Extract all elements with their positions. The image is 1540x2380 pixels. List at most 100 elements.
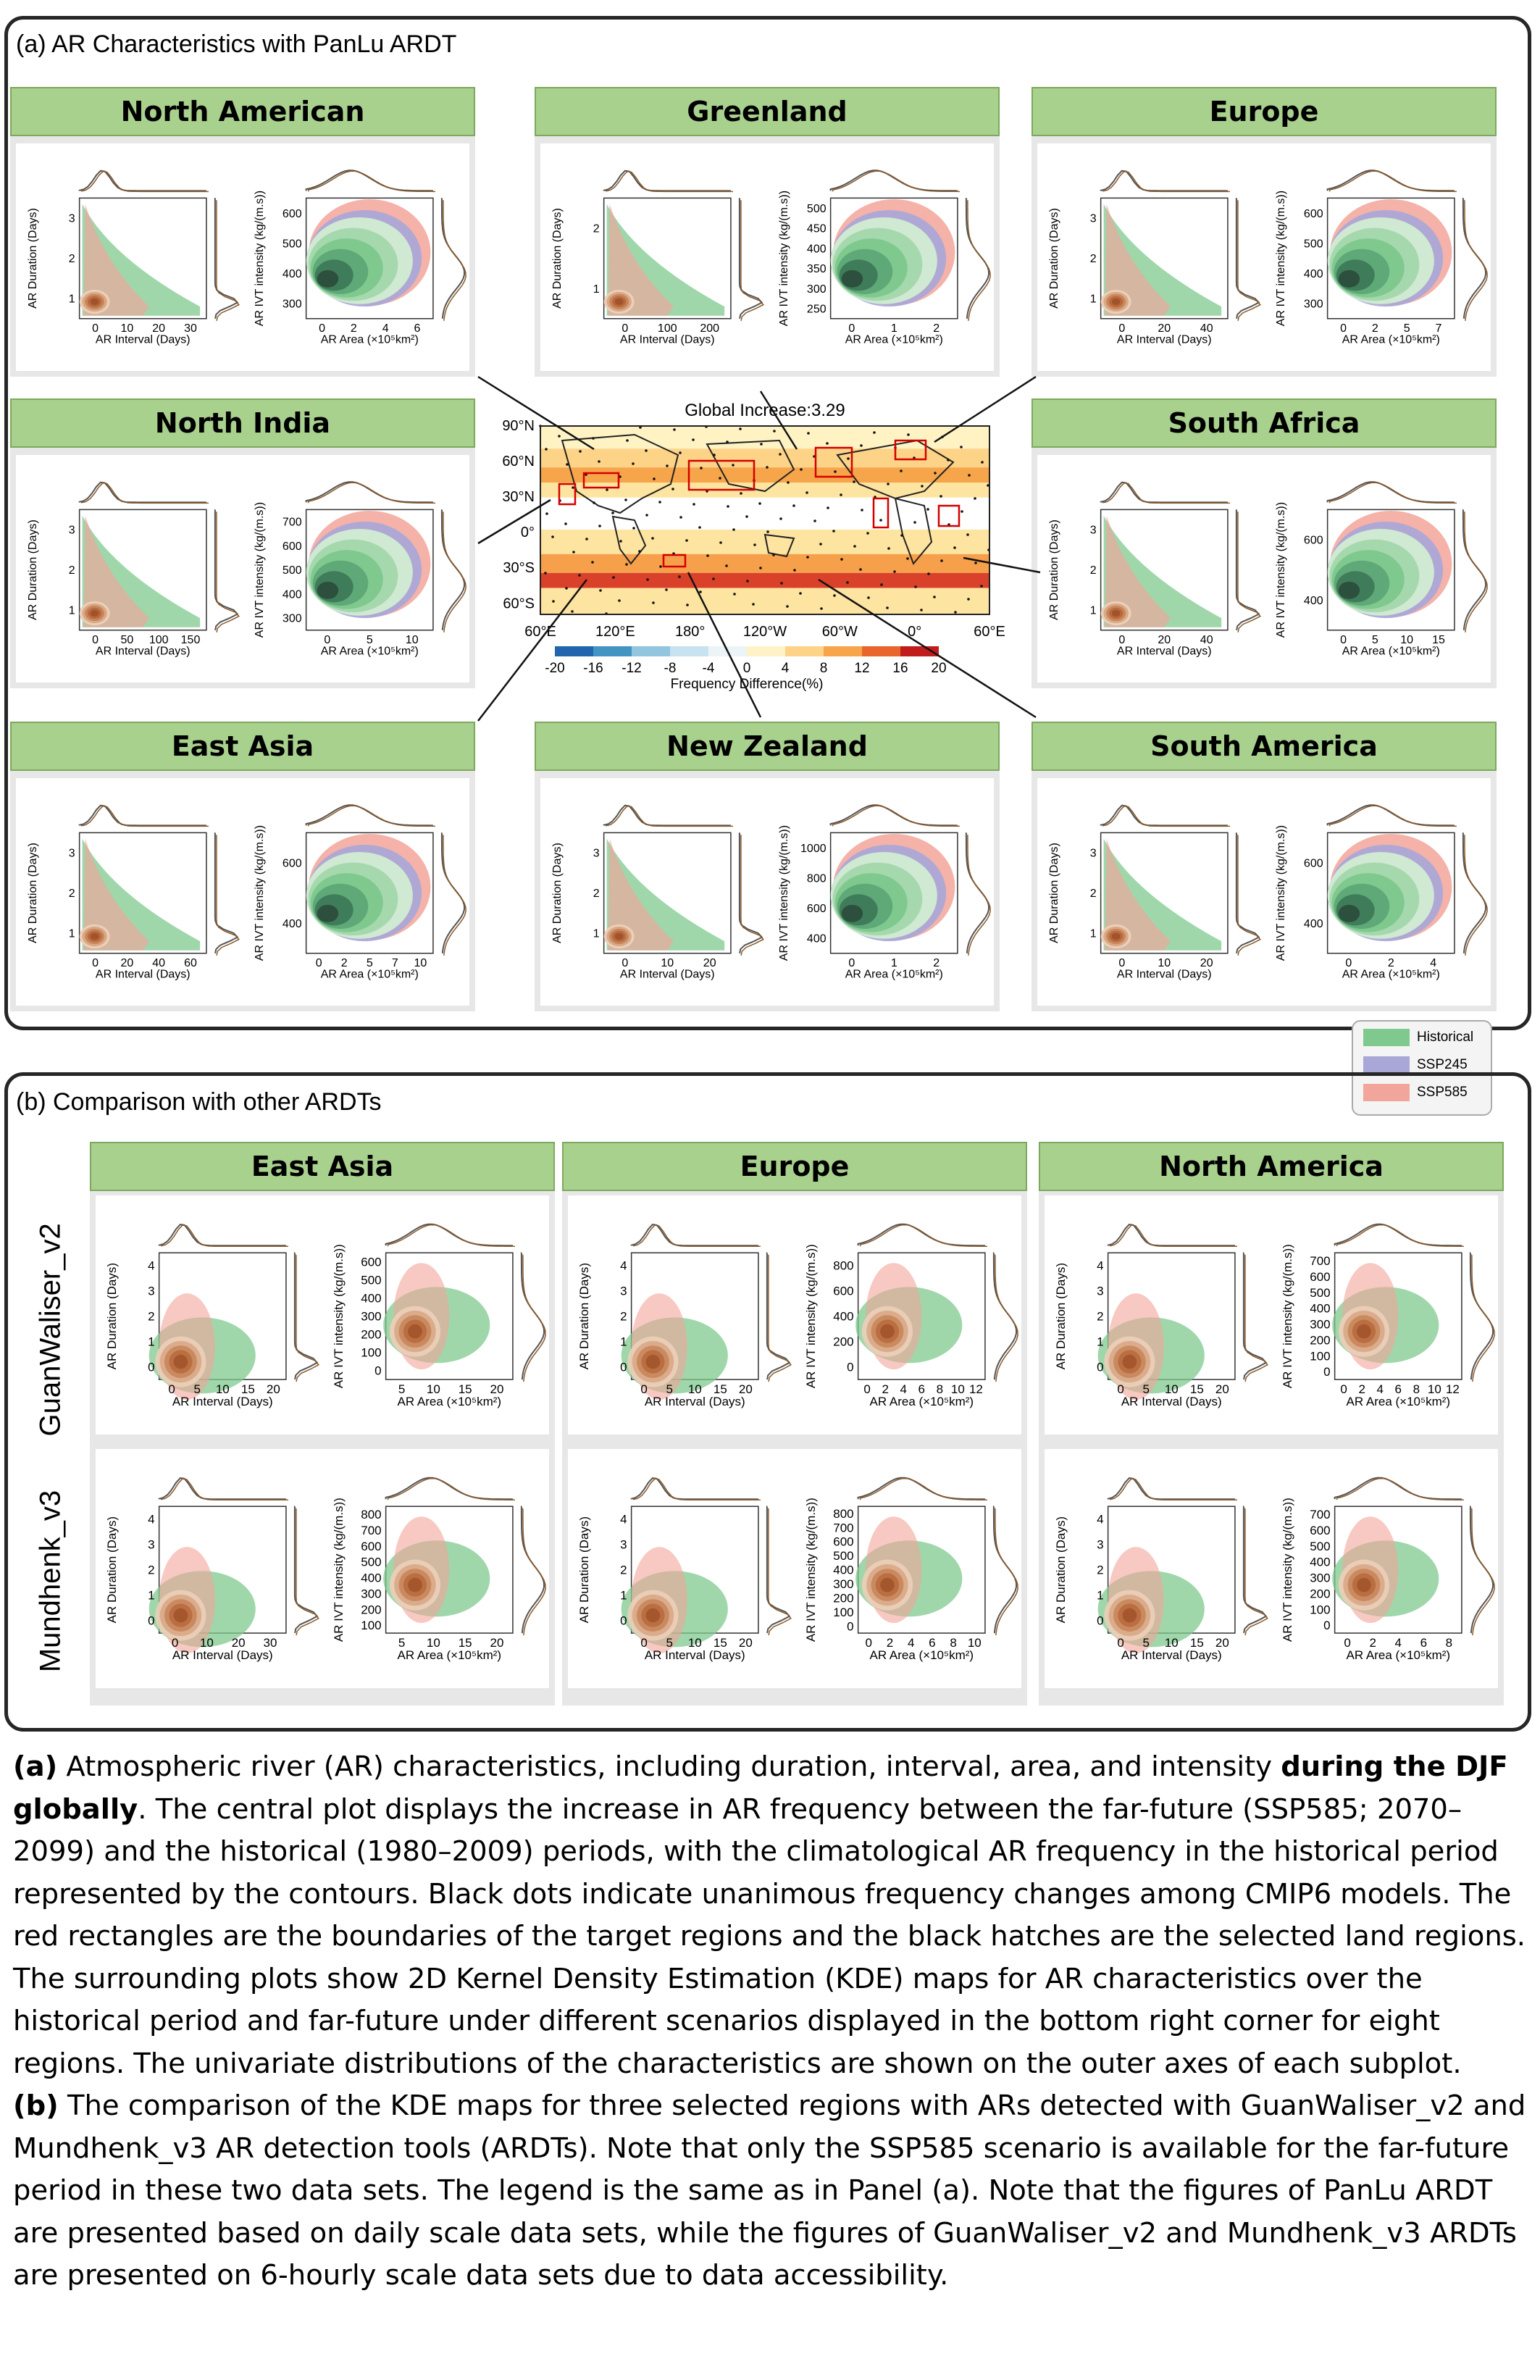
marginal-top-future — [1109, 1478, 1237, 1500]
y-tick-label: 600 — [833, 1535, 853, 1549]
significance-dot — [753, 543, 756, 546]
y-tick-label: 2 — [1090, 564, 1097, 577]
kde-historical — [1338, 270, 1360, 288]
marginal-top — [78, 804, 206, 827]
significance-dot — [879, 519, 882, 522]
significance-dot — [887, 483, 890, 485]
kde-plots: 0 1 2 3 4 0 5 10 15 20 AR Interval (Days) AR Durati… — [1045, 1195, 1498, 1435]
lon-label: 0° — [908, 624, 921, 640]
region-block: Europe 0 1 2 3 4 0 5 10 15 20 AR Interval (Days) AR … — [562, 1142, 1027, 1705]
kde-core — [90, 932, 99, 940]
x-tick-label: 100 — [149, 634, 169, 646]
x-tick-label: 15 — [713, 1382, 727, 1396]
y-tick-label: 0 — [847, 1361, 853, 1374]
significance-dot — [591, 561, 594, 564]
x-axis-label: AR Interval (Days) — [1117, 968, 1212, 980]
y-tick-label: 2 — [593, 223, 600, 235]
significance-dot — [679, 516, 682, 519]
x-tick-label: 20 — [152, 322, 165, 335]
y-tick-label: 1 — [593, 283, 600, 296]
x-tick-label: 15 — [241, 1382, 255, 1396]
y-tick-label: 0 — [620, 1614, 627, 1628]
marginal-right-future — [296, 1508, 319, 1636]
kde-plots: 0 1 2 3 4 0 5 10 15 20 AR Interval (Days) AR Durati… — [568, 1449, 1021, 1688]
significance-dot — [732, 528, 735, 531]
connector-line — [477, 375, 595, 451]
marginal-top-future — [1336, 1477, 1464, 1500]
x-tick-label: 0 — [1118, 957, 1125, 969]
x-axis-label: AR Area (×10⁵km²) — [1342, 968, 1440, 980]
y-axis-label: AR IVT intensity (kg/(m.s)) — [1281, 1498, 1294, 1642]
marginal-right-future — [1237, 512, 1262, 632]
x-tick-label: 6 — [1395, 1382, 1402, 1396]
kde-plots: 1 2 3 0 50 100 150 AR Interval (Days) AR Duratio… — [16, 455, 469, 682]
y-tick-label: 1 — [1090, 605, 1097, 617]
x-tick-label: 20 — [120, 957, 133, 969]
x-tick-label: 10 — [427, 1636, 440, 1650]
x-tick-label: 12 — [1446, 1382, 1460, 1396]
kde-plots: 1 2 3 0 10 20 AR Interval (Days) AR Duration (D… — [540, 778, 994, 1006]
y-tick-label: 800 — [807, 872, 827, 885]
significance-dot — [558, 435, 561, 438]
x-tick-label: 10 — [216, 1382, 230, 1396]
y-tick-label: 4 — [1097, 1259, 1103, 1273]
marginal-right-future — [1471, 1254, 1495, 1382]
marginal-right-future — [1237, 835, 1262, 956]
marginal-right — [214, 509, 239, 630]
significance-dot — [914, 585, 917, 588]
row-label-mundhenk: Mundhenk_v3 — [34, 1490, 67, 1673]
significance-dot — [706, 554, 709, 557]
region-block: New Zealand 1 2 3 0 10 20 AR Interval (Days) AR … — [535, 722, 1000, 1011]
legend-item-ssp585: SSP585 — [1363, 1084, 1468, 1101]
colorbar-tick: 0 — [743, 661, 751, 676]
y-axis-label: AR IVT intensity (kg/(m.s)) — [254, 502, 266, 638]
lat-label: 30°S — [503, 560, 535, 576]
y-tick-label: 2 — [1097, 1310, 1103, 1324]
significance-dot — [719, 477, 721, 480]
significance-dot — [671, 488, 674, 490]
y-axis-label: AR IVT intensity (kg/(m.s)) — [254, 191, 266, 326]
region-block: South Africa 1 2 3 0 20 40 AR Interval (Days) AR… — [1031, 398, 1497, 688]
y-axis-label: AR Duration (Days) — [105, 1263, 119, 1369]
y-tick-label: 1 — [69, 605, 75, 617]
significance-dot — [658, 501, 661, 504]
x-tick-label: 0 — [1340, 1382, 1347, 1396]
significance-dot — [961, 510, 963, 513]
kde-core — [173, 1608, 188, 1623]
kde-intensity-area: 400 600 0 2 4AR Area (×10⁵km²) AR IVT intensi… — [1275, 804, 1488, 980]
significance-dot — [859, 568, 862, 571]
colorbar-cell — [670, 646, 708, 656]
significance-dot — [779, 453, 782, 456]
x-tick-label: 4 — [900, 1382, 907, 1396]
significance-dot — [792, 504, 795, 507]
significance-dot — [980, 585, 983, 588]
significance-dot — [826, 442, 829, 445]
y-tick-label: 600 — [1304, 535, 1323, 547]
significance-dot — [745, 515, 748, 518]
x-tick-label: 15 — [1190, 1382, 1204, 1396]
x-tick-label: 50 — [120, 634, 133, 646]
lat-label: 90°N — [502, 418, 535, 434]
significance-dot — [926, 508, 929, 511]
legend-item-historical: Historical — [1363, 1029, 1473, 1046]
kde-core — [408, 1577, 422, 1592]
y-tick-label: 400 — [1304, 268, 1323, 280]
x-tick-label: 200 — [700, 322, 719, 335]
significance-dot — [565, 587, 568, 590]
significance-dot — [759, 567, 762, 569]
significance-dot — [700, 467, 703, 469]
marginal-top-future — [605, 170, 733, 193]
significance-dot — [578, 574, 581, 577]
x-tick-label: 6 — [414, 322, 421, 335]
kde-core — [1111, 298, 1121, 306]
marginal-top-future — [859, 1477, 987, 1500]
x-tick-label: 0 — [1117, 1636, 1123, 1650]
x-tick-label: 2 — [1358, 1382, 1365, 1396]
marginal-right-future — [1244, 1508, 1268, 1636]
significance-dot — [579, 450, 582, 453]
significance-dot — [987, 484, 989, 487]
y-tick-label: 2 — [620, 1563, 627, 1577]
